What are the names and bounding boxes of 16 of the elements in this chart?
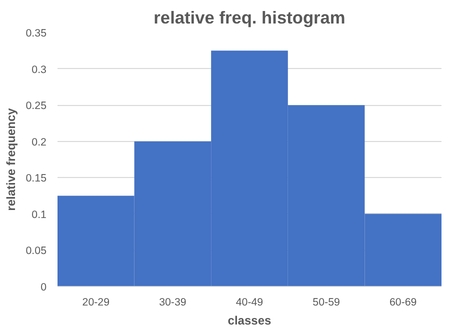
y-tick-label: 0.25 — [26, 100, 47, 112]
x-tick-label: 50-59 — [312, 296, 340, 308]
x-tick-label: 30-39 — [159, 296, 186, 308]
y-tick-label: 0.35 — [26, 28, 47, 40]
y-tick-label: 0.05 — [26, 245, 47, 258]
y-tick-label: 0.15 — [26, 172, 47, 185]
y-tick-label: 0.1 — [32, 208, 47, 221]
y-axis-title: relative frequency — [4, 108, 18, 211]
chart-title: relative freq. histogram — [154, 8, 346, 28]
x-axis-title: classes — [228, 314, 272, 328]
x-tick-label: 60-69 — [389, 296, 417, 308]
y-tick-label: 0.2 — [32, 136, 47, 148]
x-tick-label: 40-49 — [236, 296, 264, 308]
x-tick-label: 20-29 — [82, 296, 110, 308]
y-tick-label: 0.3 — [32, 64, 47, 76]
y-tick-label: 0 — [40, 282, 47, 294]
